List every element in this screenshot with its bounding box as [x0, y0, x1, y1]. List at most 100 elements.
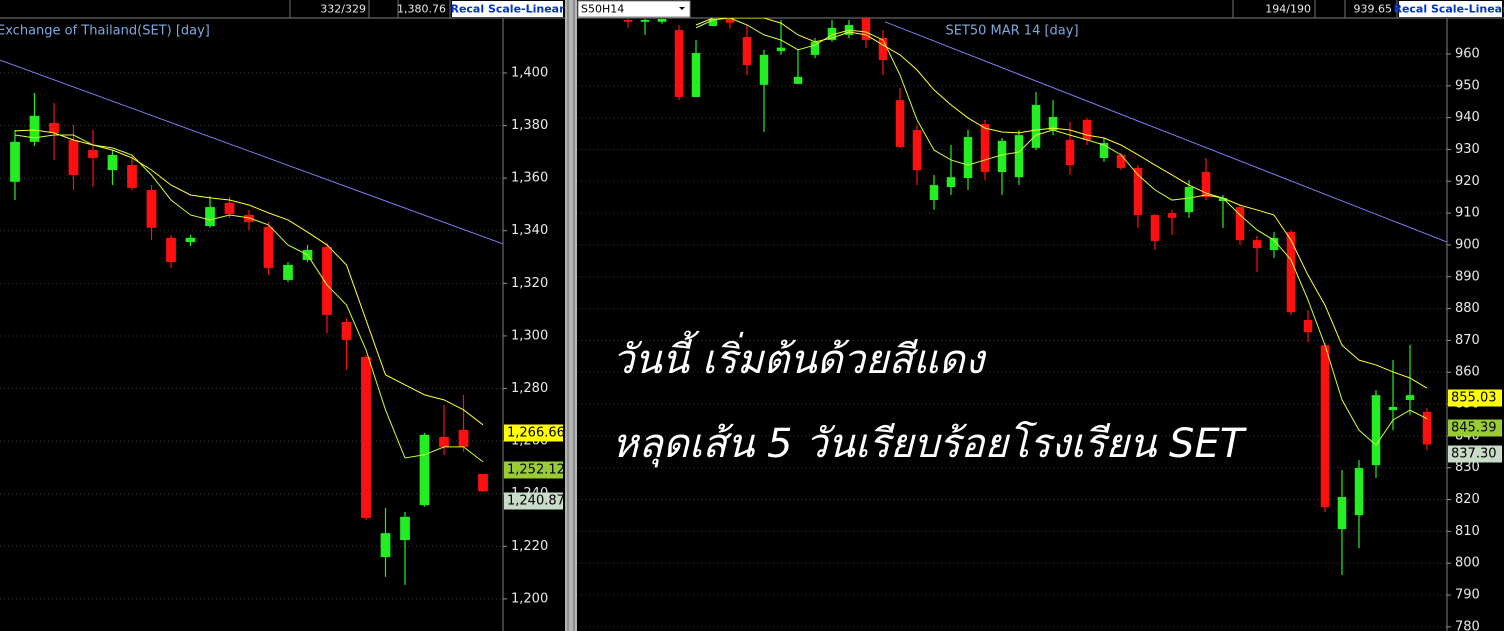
- candle-body: [341, 322, 352, 340]
- y-tick-label: 1,220: [511, 539, 548, 554]
- candle-body: [1422, 412, 1432, 445]
- candle-body: [1082, 119, 1092, 140]
- candle-body: [1099, 143, 1109, 159]
- candle-body: [623, 19, 633, 22]
- y-tick-label: 800: [1455, 556, 1480, 571]
- candle-body: [1116, 154, 1126, 168]
- candle-body: [29, 115, 40, 142]
- y-tick-label: 820: [1455, 492, 1480, 507]
- candle-body: [419, 434, 430, 506]
- candle-body: [263, 227, 274, 268]
- candle-body: [68, 140, 79, 175]
- candle-body: [146, 189, 157, 228]
- symbol-dropdown[interactable]: [577, 0, 691, 18]
- candle-body: [166, 237, 176, 263]
- y-tick-label: 1,320: [511, 276, 548, 291]
- price-label: 1,252.12: [507, 463, 565, 478]
- header-stat: 939.65: [1354, 3, 1393, 16]
- candle-body: [1014, 135, 1024, 178]
- candle-body: [1269, 237, 1279, 251]
- price-label-box: [504, 492, 563, 510]
- candle-body: [1048, 116, 1058, 131]
- y-tick-label: 810: [1455, 524, 1480, 539]
- candle-body: [980, 123, 990, 173]
- candle-body: [861, 18, 871, 40]
- y-tick-label: 1,280: [511, 381, 548, 396]
- recal-button-label[interactable]: Recal Scale-Linear: [450, 3, 565, 16]
- candle-body: [674, 30, 684, 97]
- candle-body: [929, 185, 939, 201]
- candle-body: [1031, 104, 1041, 148]
- y-tick-label: 860: [1455, 365, 1480, 380]
- y-tick-label: 950: [1455, 78, 1480, 93]
- candle-body: [1065, 139, 1075, 166]
- y-tick-label: 1,400: [511, 65, 548, 80]
- price-label: 845.39: [1451, 421, 1497, 436]
- y-tick-label: 1,300: [511, 328, 548, 343]
- recal-button[interactable]: [452, 1, 563, 17]
- y-tick-label: 1,380: [511, 118, 548, 133]
- candle-body: [1286, 231, 1296, 313]
- candle-body: [361, 356, 371, 518]
- candle-body: [895, 100, 905, 147]
- price-label: 837.30: [1451, 447, 1497, 462]
- price-label-box: [1448, 389, 1502, 407]
- candle-body: [1354, 468, 1364, 516]
- candle-body: [759, 54, 769, 85]
- price-label-box: [504, 424, 563, 442]
- candle-body: [10, 141, 20, 182]
- symbol-text: S50H14: [581, 3, 624, 16]
- chart-title: Exchange of Thailand(SET) [day]: [0, 24, 210, 39]
- y-tick-label: 940: [1455, 110, 1480, 125]
- candle-body: [963, 137, 973, 179]
- recal-button[interactable]: [1399, 1, 1502, 17]
- candle-body: [742, 37, 752, 66]
- candle-body: [1405, 395, 1415, 400]
- candle-body: [657, 18, 667, 22]
- candle-body: [1320, 345, 1330, 508]
- candle-body: [88, 150, 98, 158]
- candle-body: [439, 436, 449, 447]
- y-tick-label: 960: [1455, 46, 1480, 61]
- candle-body: [107, 155, 118, 171]
- y-tick-label: 790: [1455, 588, 1480, 603]
- header-stat: 194/190: [1265, 3, 1311, 16]
- annotation-text: หลุดเส้น 5 วันเรียบร้อยโรงเรียน SET: [612, 420, 1248, 468]
- candle-body: [1303, 320, 1313, 333]
- y-tick-label: 900: [1455, 237, 1480, 252]
- plot-area: [0, 59, 503, 600]
- price-label-box: [504, 461, 563, 479]
- panel-divider: [565, 0, 577, 631]
- candle-body: [1235, 207, 1245, 241]
- y-tick-label: 1,340: [511, 223, 548, 238]
- y-tick-label: 1,360: [511, 171, 548, 186]
- y-tick-label: 1,200: [511, 591, 548, 606]
- candle-body: [478, 474, 488, 492]
- candle-body: [458, 429, 469, 447]
- candle-body: [1218, 198, 1228, 202]
- candle-body: [127, 165, 137, 188]
- trend-line: [884, 21, 1447, 243]
- header-stat: 332/329: [320, 3, 366, 16]
- recal-button-label[interactable]: Recal Scale-Linear: [1393, 3, 1504, 16]
- price-label-box: [1448, 445, 1502, 463]
- moving-average-line: [695, 18, 1428, 446]
- candle-body: [1201, 172, 1211, 197]
- candle-body: [1388, 406, 1398, 411]
- y-tick-label: 890: [1455, 269, 1480, 284]
- candle-body: [640, 19, 650, 22]
- price-label: 1,266.66: [507, 426, 565, 441]
- candle-body: [1337, 497, 1347, 530]
- y-tick-label: 830: [1455, 460, 1480, 475]
- candle-body: [283, 264, 293, 280]
- candle-body: [244, 214, 254, 223]
- candle-body: [322, 247, 332, 315]
- candle-body: [185, 237, 196, 243]
- header-stat: 1,380.76: [397, 3, 446, 16]
- candle-body: [1167, 213, 1177, 218]
- candle-body: [205, 207, 215, 227]
- annotation-text: วันนี้ เริ่มต้นด้วยสีแดง: [612, 330, 987, 383]
- candle-body: [1133, 167, 1143, 216]
- candle-body: [691, 53, 701, 97]
